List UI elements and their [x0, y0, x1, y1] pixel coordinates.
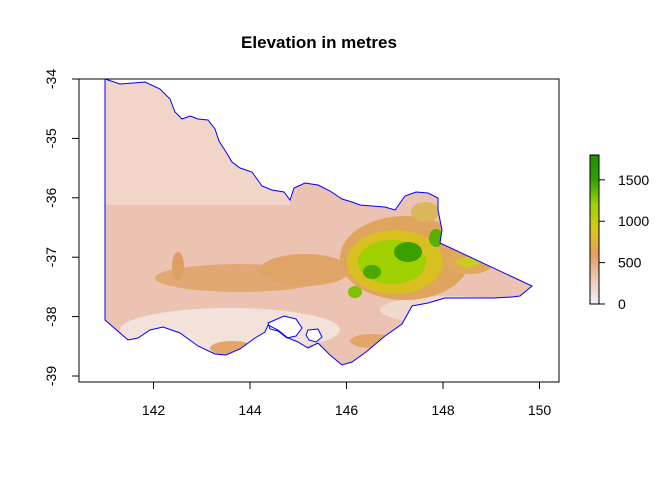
alpine-peaks-south	[348, 286, 362, 298]
legend-tick-label: 0	[618, 296, 626, 312]
legend-colorbar	[589, 154, 600, 305]
grampians	[172, 252, 184, 280]
y-tick-label: -39	[43, 366, 59, 386]
y-tick-label: -36	[43, 187, 59, 207]
elevation-legend: 0 500 1000 1500	[589, 154, 649, 312]
alpine-peaks-west	[363, 265, 381, 279]
x-tick-label: 148	[431, 402, 455, 418]
state-boundary	[104, 78, 533, 366]
y-tick-label: -38	[43, 306, 59, 326]
central-uplands	[260, 254, 350, 286]
x-tick-label: 146	[335, 402, 359, 418]
y-axis: -34 -35 -36 -37 -38 -39	[43, 69, 80, 386]
x-tick-label: 144	[238, 402, 262, 418]
alpine-peaks	[394, 242, 422, 262]
legend-tick-label: 1000	[618, 213, 649, 229]
gippsland-plain	[380, 296, 520, 324]
port-phillip-bay	[267, 315, 303, 339]
legend-ticks: 0 500 1000 1500	[599, 172, 649, 312]
legend-tick-label: 500	[618, 255, 642, 271]
x-tick-label: 150	[528, 402, 552, 418]
strzelecki-ranges	[350, 334, 394, 348]
y-tick-label: -35	[43, 128, 59, 148]
western-port-bay	[305, 328, 323, 343]
map-title: Elevation in metres	[241, 33, 397, 52]
y-tick-label: -37	[43, 247, 59, 267]
legend-tick-label: 1500	[618, 172, 649, 188]
x-tick-label: 142	[142, 402, 166, 418]
far-east-ridge	[456, 257, 480, 267]
snowy-ridge	[429, 229, 443, 247]
y-tick-label: -34	[43, 69, 59, 89]
elevation-raster	[105, 79, 532, 365]
x-axis: 142 144 146 148 150	[142, 381, 552, 418]
upper-murray	[411, 202, 439, 222]
